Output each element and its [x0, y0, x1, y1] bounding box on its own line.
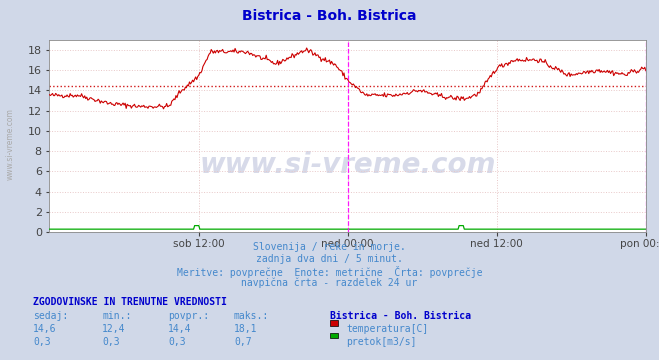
- Text: zadnja dva dni / 5 minut.: zadnja dva dni / 5 minut.: [256, 254, 403, 264]
- Text: Meritve: povprečne  Enote: metrične  Črta: povprečje: Meritve: povprečne Enote: metrične Črta:…: [177, 266, 482, 278]
- Text: sedaj:: sedaj:: [33, 311, 68, 321]
- Text: Slovenija / reke in morje.: Slovenija / reke in morje.: [253, 242, 406, 252]
- Text: ZGODOVINSKE IN TRENUTNE VREDNOSTI: ZGODOVINSKE IN TRENUTNE VREDNOSTI: [33, 297, 227, 307]
- Text: min.:: min.:: [102, 311, 132, 321]
- Text: navpična črta - razdelek 24 ur: navpična črta - razdelek 24 ur: [241, 278, 418, 288]
- Text: pretok[m3/s]: pretok[m3/s]: [346, 337, 416, 347]
- Text: Bistrica - Boh. Bistrica: Bistrica - Boh. Bistrica: [243, 9, 416, 23]
- Text: www.si-vreme.com: www.si-vreme.com: [5, 108, 14, 180]
- Text: 0,3: 0,3: [168, 337, 186, 347]
- Text: 12,4: 12,4: [102, 324, 126, 334]
- Text: temperatura[C]: temperatura[C]: [346, 324, 428, 334]
- Text: 18,1: 18,1: [234, 324, 258, 334]
- Text: www.si-vreme.com: www.si-vreme.com: [200, 151, 496, 179]
- Text: povpr.:: povpr.:: [168, 311, 209, 321]
- Text: 0,3: 0,3: [33, 337, 51, 347]
- Text: Bistrica - Boh. Bistrica: Bistrica - Boh. Bistrica: [330, 311, 471, 321]
- Text: 0,7: 0,7: [234, 337, 252, 347]
- Text: 14,6: 14,6: [33, 324, 57, 334]
- Text: maks.:: maks.:: [234, 311, 269, 321]
- Text: 14,4: 14,4: [168, 324, 192, 334]
- Text: 0,3: 0,3: [102, 337, 120, 347]
